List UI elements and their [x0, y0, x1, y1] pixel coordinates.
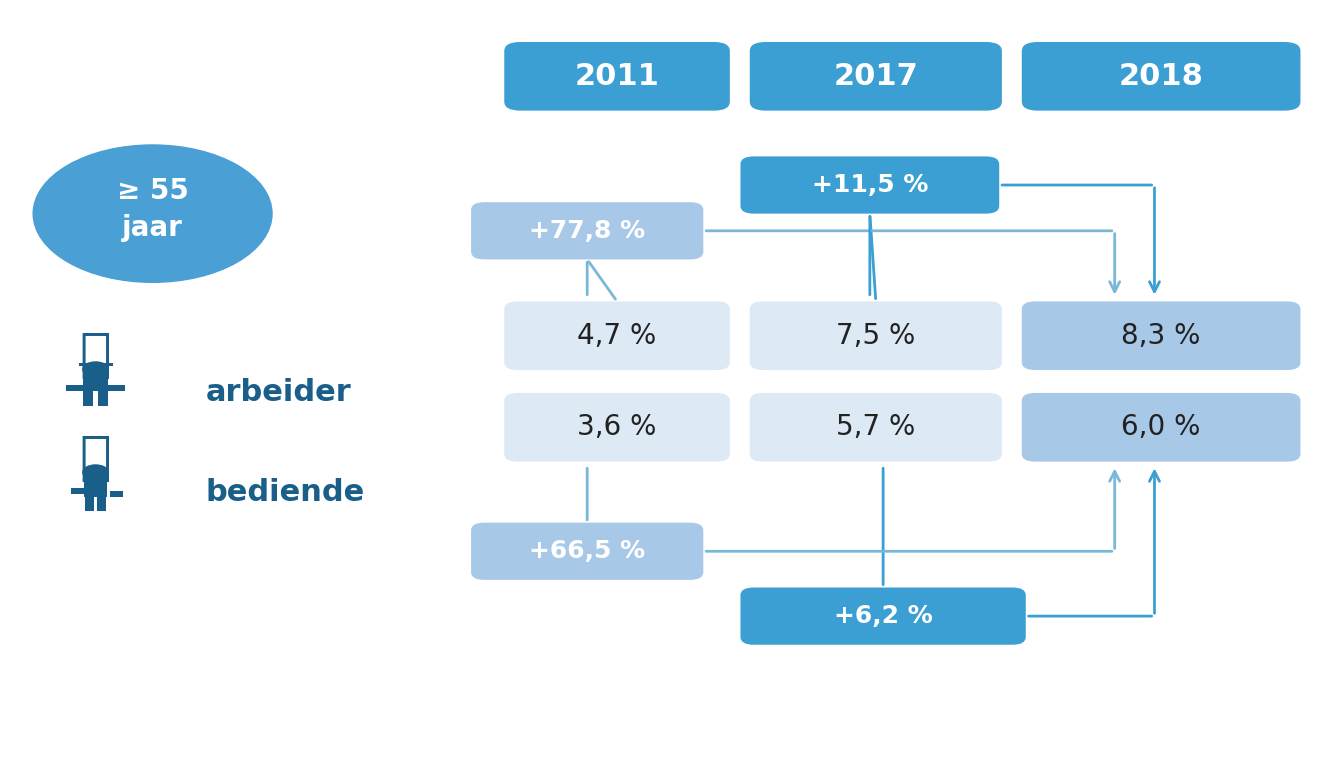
Text: +6,2 %: +6,2 % [833, 604, 933, 628]
Circle shape [82, 362, 109, 377]
FancyBboxPatch shape [78, 362, 113, 366]
Text: 5,7 %: 5,7 % [836, 414, 916, 441]
FancyBboxPatch shape [740, 156, 999, 214]
Text: 2011: 2011 [575, 62, 660, 91]
FancyBboxPatch shape [750, 42, 1002, 111]
Circle shape [82, 465, 109, 480]
FancyBboxPatch shape [471, 523, 703, 580]
Text: arbeider: arbeider [206, 378, 352, 407]
FancyBboxPatch shape [1022, 42, 1300, 111]
FancyBboxPatch shape [750, 301, 1002, 370]
FancyBboxPatch shape [97, 497, 106, 510]
Text: 2017: 2017 [833, 62, 918, 91]
FancyBboxPatch shape [82, 374, 109, 391]
FancyBboxPatch shape [110, 491, 123, 497]
FancyBboxPatch shape [84, 477, 107, 497]
Text: 8,3 %: 8,3 % [1121, 322, 1201, 349]
FancyBboxPatch shape [504, 301, 730, 370]
FancyBboxPatch shape [740, 588, 1026, 645]
FancyBboxPatch shape [109, 385, 125, 391]
Text: +11,5 %: +11,5 % [812, 173, 928, 197]
Text: +77,8 %: +77,8 % [529, 219, 645, 243]
FancyBboxPatch shape [750, 393, 1002, 462]
FancyBboxPatch shape [504, 42, 730, 111]
FancyBboxPatch shape [1022, 393, 1300, 462]
FancyBboxPatch shape [471, 202, 703, 259]
Text: bediende: bediende [206, 478, 365, 507]
FancyBboxPatch shape [82, 391, 93, 406]
FancyBboxPatch shape [504, 393, 730, 462]
Text: 👷: 👷 [80, 329, 111, 381]
Text: 2018: 2018 [1119, 62, 1204, 91]
Text: 6,0 %: 6,0 % [1121, 414, 1201, 441]
FancyBboxPatch shape [1022, 301, 1300, 370]
Text: 3,6 %: 3,6 % [577, 414, 657, 441]
Text: 7,5 %: 7,5 % [836, 322, 916, 349]
FancyBboxPatch shape [98, 391, 109, 406]
Text: ≥ 55
jaar: ≥ 55 jaar [117, 178, 188, 242]
FancyBboxPatch shape [72, 488, 84, 494]
Text: +66,5 %: +66,5 % [529, 539, 645, 563]
Circle shape [33, 145, 272, 282]
FancyBboxPatch shape [66, 385, 82, 391]
Text: 4,7 %: 4,7 % [577, 322, 657, 349]
FancyBboxPatch shape [85, 497, 94, 510]
Text: 🧍: 🧍 [80, 432, 111, 484]
